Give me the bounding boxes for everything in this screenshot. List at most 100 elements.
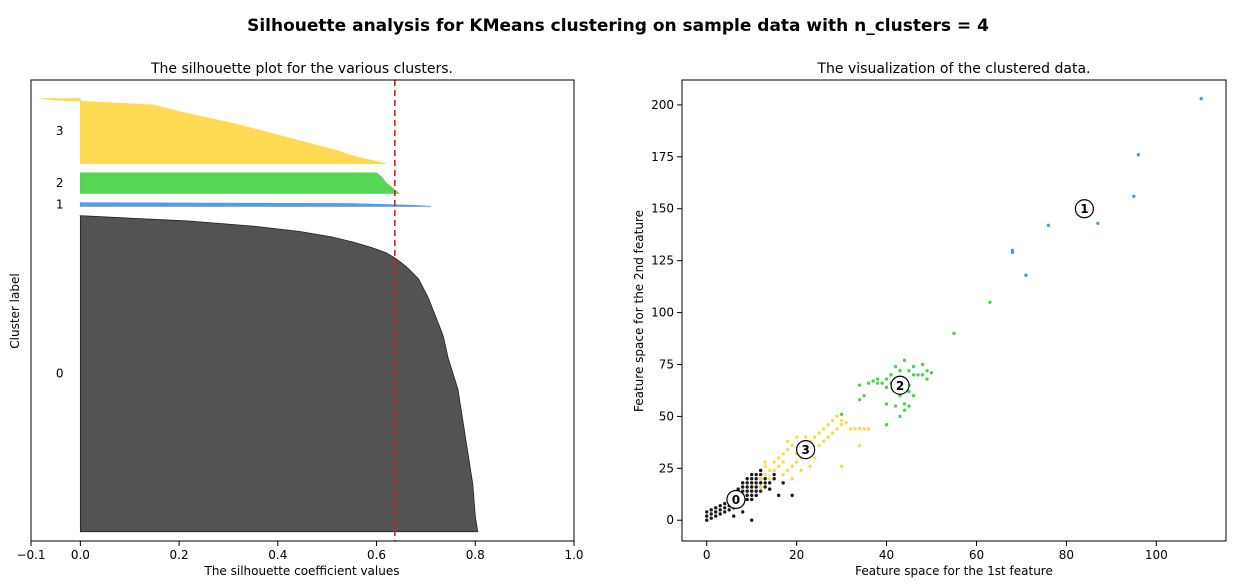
data-point: [714, 514, 718, 518]
cluster-label-1: 1: [56, 198, 64, 212]
cluster-center-0: 0: [726, 489, 746, 510]
data-point: [763, 485, 767, 489]
data-point: [835, 414, 839, 419]
silhouette-x-axis-label: The silhouette coefficient values: [204, 564, 400, 578]
y-tick-label: 75: [659, 357, 674, 371]
data-point: [754, 481, 758, 485]
data-point: [839, 412, 844, 417]
center-marker: [1074, 199, 1094, 219]
data-point: [714, 506, 718, 510]
data-point: [884, 402, 889, 406]
x-tick-label: −0.1: [16, 548, 45, 562]
data-point: [758, 477, 763, 481]
data-point: [772, 460, 776, 464]
data-point: [830, 418, 835, 423]
data-point: [763, 464, 767, 468]
y-tick-label: 50: [659, 409, 674, 423]
data-point: [803, 435, 808, 439]
silhouette-band-cluster-3: [40, 98, 387, 165]
data-point: [889, 373, 893, 377]
data-point: [709, 512, 713, 516]
cluster-label-2: 2: [56, 176, 64, 190]
data-point: [898, 414, 902, 419]
data-point: [740, 510, 745, 514]
data-point: [705, 518, 709, 522]
data-point: [763, 481, 767, 485]
data-point: [1136, 153, 1141, 157]
data-point: [785, 447, 790, 452]
x-tick-label: 0.8: [466, 548, 485, 562]
x-tick-label: 0: [703, 548, 711, 562]
data-point: [740, 485, 745, 489]
data-point: [1010, 248, 1015, 252]
data-point: [907, 404, 911, 408]
data-point: [749, 472, 754, 477]
data-point: [758, 485, 763, 489]
data-point: [884, 385, 889, 390]
data-point: [808, 464, 812, 468]
data-point: [812, 456, 817, 460]
data-point: [920, 373, 925, 377]
data-point: [880, 381, 884, 385]
scatter-x-axis-label: Feature space for the 1st feature: [855, 564, 1053, 578]
data-point: [907, 369, 911, 373]
data-point: [776, 456, 781, 460]
data-point: [866, 427, 871, 431]
data-point: [857, 443, 862, 448]
data-point: [790, 477, 794, 481]
data-point: [781, 472, 785, 477]
x-tick-label: 0.4: [268, 548, 287, 562]
data-point: [871, 379, 875, 383]
center-label: 1: [1080, 202, 1088, 216]
data-point: [1024, 273, 1028, 277]
data-point: [745, 477, 749, 481]
data-point: [745, 497, 749, 502]
data-point: [817, 431, 821, 435]
data-point: [772, 472, 776, 477]
x-tick-label: 0.2: [170, 548, 189, 562]
silhouette-plot-frame: [30, 79, 575, 542]
data-point: [839, 464, 844, 468]
cluster-0-points: [705, 468, 794, 522]
data-point: [718, 504, 722, 508]
data-point: [821, 439, 826, 444]
data-point: [767, 481, 772, 485]
data-point: [790, 443, 794, 448]
data-point: [1096, 221, 1100, 225]
silhouette-y-axis-label: Cluster label: [8, 273, 22, 348]
data-point: [911, 393, 916, 398]
data-point: [1199, 96, 1203, 101]
data-point: [749, 489, 754, 493]
data-point: [772, 468, 776, 473]
figure-title: Silhouette analysis for KMeans clusterin…: [247, 16, 989, 36]
data-point: [723, 506, 727, 510]
data-point: [749, 477, 754, 481]
data-point: [727, 508, 731, 512]
data-point: [952, 331, 956, 336]
data-point: [853, 427, 857, 431]
data-point: [875, 377, 880, 381]
center-marker: [796, 440, 816, 460]
center-marker: [890, 375, 910, 395]
data-point: [893, 404, 898, 408]
data-point: [754, 485, 758, 489]
data-point: [781, 452, 785, 456]
scatter-plot-title: The visualization of the clustered data.: [817, 61, 1091, 77]
y-tick-label: 125: [651, 254, 674, 268]
data-point: [705, 510, 709, 514]
data-point: [844, 420, 848, 425]
scatter-marks: 0 1 2 3: [705, 96, 1203, 522]
data-point: [902, 408, 907, 412]
data-point: [776, 493, 781, 498]
data-point: [754, 489, 758, 493]
data-point: [745, 489, 749, 493]
data-point: [826, 423, 830, 427]
data-point: [925, 369, 929, 373]
data-point: [902, 402, 907, 406]
data-point: [745, 493, 749, 498]
data-point: [898, 369, 902, 373]
data-point: [929, 371, 934, 375]
data-point: [718, 512, 722, 516]
data-point: [862, 393, 866, 398]
